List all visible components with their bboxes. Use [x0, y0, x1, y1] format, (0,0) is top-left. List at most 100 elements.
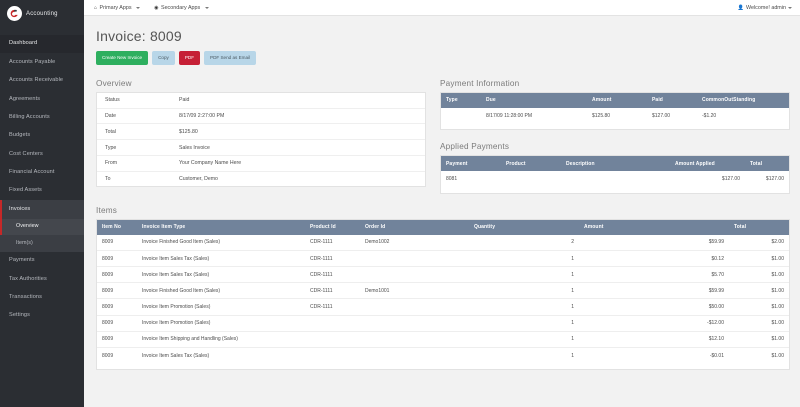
cell-invoice-item-type: Invoice Item Shipping and Handling (Sale… — [137, 331, 305, 349]
cell-item-no[interactable]: 8009 — [97, 298, 137, 316]
cell-amount: $12.10 — [579, 331, 729, 349]
table-row: From Your Company Name Here — [97, 155, 425, 172]
cell-total: $1.00 — [729, 298, 789, 316]
items-section: Items Item No Invoice Item Type Product … — [96, 206, 790, 371]
cell-order-id — [360, 266, 469, 284]
sidebar-item-settings[interactable]: Settings — [0, 307, 84, 325]
table-row: 8009 Invoice Finished Good Item (Sales) … — [97, 234, 789, 251]
column-header-item-no[interactable]: Item No — [97, 219, 137, 235]
pdf-send-as-email-button[interactable]: PDF Send as Email — [204, 51, 257, 65]
overview-key: Status — [97, 92, 171, 109]
column-header-paid[interactable]: Paid — [647, 92, 697, 108]
column-header-payment[interactable]: Payment — [441, 156, 501, 172]
cell-order-id — [360, 331, 469, 349]
cell-item-no[interactable]: 8009 — [97, 331, 137, 349]
cell-invoice-item-type: Invoice Item Promotion (Sales) — [137, 298, 305, 316]
sidebar-item-transactions[interactable]: Transactions — [0, 289, 84, 307]
sidebar-subitem-items[interactable]: Item(s) — [0, 235, 84, 252]
cell-product-id — [305, 315, 360, 332]
overview-value-to[interactable]: Customer, Demo — [179, 176, 218, 183]
items-panel: Item No Invoice Item Type Product Id Ord… — [96, 218, 790, 371]
payment-information-panel: Type Due Amount Paid CommonOutStanding — [440, 91, 790, 131]
sidebar-item-budgets[interactable]: Budgets — [0, 127, 84, 145]
cell-item-no[interactable]: 8009 — [97, 315, 137, 332]
cell-quantity: 1 — [469, 298, 579, 316]
copy-button[interactable]: Copy — [152, 51, 175, 65]
sidebar: Accounting Dashboard Accounts Payable Ac… — [0, 0, 84, 407]
sidebar-item-payments[interactable]: Payments — [0, 252, 84, 270]
cell-amount: $0.12 — [579, 250, 729, 268]
column-header-outstanding[interactable]: CommonOutStanding — [697, 92, 789, 108]
cell-item-no[interactable]: 8009 — [97, 250, 137, 268]
column-header-invoice-item-type[interactable]: Invoice Item Type — [137, 219, 305, 235]
cell-item-no[interactable]: 8009 — [97, 234, 137, 251]
overview-panel: Status Paid Date 8/17/09 2:27:00 PM Tota… — [96, 91, 426, 188]
cell-outstanding: -$1.20 — [702, 112, 717, 119]
sidebar-item-billing-accounts[interactable]: Billing Accounts — [0, 109, 84, 127]
column-header-total[interactable]: Total — [745, 156, 789, 172]
cell-amount: -$12.00 — [579, 315, 729, 332]
sidebar-subitem-overview[interactable]: Overview — [0, 218, 84, 236]
topbar-nav: ⌂ Primary Apps ◉ Secondary Apps — [84, 5, 209, 11]
column-header-quantity[interactable]: Quantity — [469, 219, 579, 235]
home-icon: ⌂ — [94, 4, 98, 11]
brand-name: Accounting — [26, 10, 58, 17]
secondary-apps-menu[interactable]: ◉ Secondary Apps — [154, 5, 209, 11]
column-header-description[interactable]: Description — [561, 156, 670, 172]
cell-order-id — [360, 250, 469, 268]
cell-item-no[interactable]: 8009 — [97, 282, 137, 300]
column-header-total[interactable]: Total — [729, 219, 789, 235]
items-table: Item No Invoice Item Type Product Id Ord… — [97, 219, 789, 364]
topbar: ⌂ Primary Apps ◉ Secondary Apps 👤 Welcom… — [84, 0, 800, 16]
cell-item-no[interactable]: 8009 — [97, 266, 137, 284]
column-header-amount[interactable]: Amount — [579, 219, 729, 235]
sidebar-item-agreements[interactable]: Agreements — [0, 90, 84, 108]
cell-product-id: CDR-1111 — [305, 266, 360, 284]
items-title: Items — [96, 205, 118, 215]
table-row: 8009 Invoice Item Sales Tax (Sales) 1 -$… — [97, 348, 789, 364]
sidebar-item-invoices[interactable]: Invoices — [0, 200, 84, 220]
cell-invoice-item-type: Invoice Finished Good Item (Sales) — [137, 234, 305, 251]
create-new-invoice-button[interactable]: Create New Invoice — [96, 51, 149, 65]
sidebar-item-fixed-assets[interactable]: Fixed Assets — [0, 182, 84, 200]
topbar-user-menu[interactable]: 👤 Welcome! admin — [738, 5, 800, 11]
sidebar-item-label: Budgets — [9, 132, 31, 139]
overview-value-from[interactable]: Your Company Name Here — [171, 155, 425, 172]
column-header-order-id[interactable]: Order Id — [360, 219, 469, 235]
pdf-button[interactable]: PDF — [178, 51, 201, 65]
sidebar-item-label: Billing Accounts — [9, 113, 50, 120]
sidebar-item-financial-account[interactable]: Financial Account — [0, 164, 84, 182]
sidebar-item-label: Financial Account — [9, 169, 55, 176]
cell-total: $127.00 — [765, 175, 784, 182]
column-header-product-id[interactable]: Product Id — [305, 219, 360, 235]
column-header-due[interactable]: Due — [481, 92, 587, 108]
cell-order-id — [360, 348, 469, 364]
cell-total: $1.00 — [729, 250, 789, 268]
sidebar-item-accounts-receivable[interactable]: Accounts Receivable — [0, 72, 84, 90]
sidebar-item-accounts-payable[interactable]: Accounts Payable — [0, 53, 84, 71]
cell-quantity: 1 — [469, 282, 579, 300]
column-header-product[interactable]: Product — [501, 156, 561, 172]
table-row: 8009 Invoice Item Sales Tax (Sales) CDR-… — [97, 266, 789, 284]
column-header-amount-applied[interactable]: Amount Applied — [670, 156, 745, 172]
sidebar-item-dashboard[interactable]: Dashboard — [0, 35, 84, 54]
cell-payment[interactable]: 8081 — [446, 175, 458, 182]
sidebar-item-label: Invoices — [9, 205, 31, 212]
brand[interactable]: Accounting — [0, 0, 84, 27]
applied-payments-section: Applied Payments Payment Product Descrip… — [440, 142, 790, 194]
column-header-amount[interactable]: Amount — [587, 92, 647, 108]
cell-product-id — [305, 331, 360, 349]
cell-quantity: 1 — [469, 315, 579, 332]
sidebar-item-cost-centers[interactable]: Cost Centers — [0, 145, 84, 163]
cell-product-id: CDR-1111 — [305, 282, 360, 300]
column-header-type[interactable]: Type — [441, 92, 481, 108]
right-column: Payment Information Type Due Amount Paid… — [440, 79, 790, 194]
overview-value-status[interactable]: Paid — [171, 92, 425, 109]
cell-item-no[interactable]: 8009 — [102, 352, 114, 359]
applied-payments-table: Payment Product Description Amount Appli… — [441, 156, 789, 187]
table-header-row: Payment Product Description Amount Appli… — [441, 156, 789, 172]
overview-key: Date — [97, 108, 171, 125]
cell-amount-applied: $127.00 — [721, 175, 740, 182]
sidebar-item-tax-authorities[interactable]: Tax Authorities — [0, 270, 84, 288]
primary-apps-menu[interactable]: ⌂ Primary Apps — [94, 4, 141, 11]
